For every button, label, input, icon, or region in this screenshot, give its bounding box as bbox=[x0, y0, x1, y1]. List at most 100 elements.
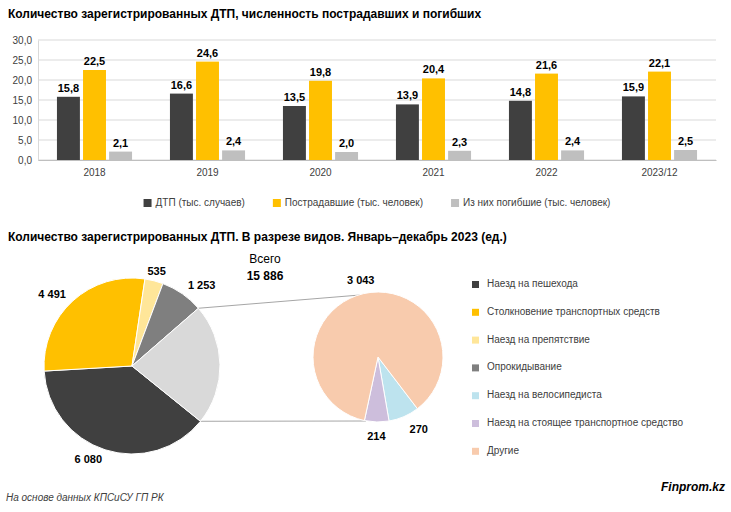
secondary-pie bbox=[313, 292, 443, 422]
data-label: 214 bbox=[367, 430, 386, 442]
legend-label: Столкновение транспортных средств bbox=[487, 306, 660, 317]
chart-title: Количество зарегистрированных ДТП. В раз… bbox=[8, 230, 507, 244]
grid-line bbox=[38, 160, 716, 161]
y-tick-label: 0,0 bbox=[18, 155, 32, 166]
legend: ДТП (тыс. случаев) Пострадавшие (тыс. чел… bbox=[144, 197, 611, 208]
y-tick: 5,0 bbox=[18, 135, 38, 146]
data-label: 535 bbox=[147, 265, 165, 277]
x-tick-label: 2021 bbox=[422, 167, 445, 178]
legend-item: Пострадавшие (тыс. человек) bbox=[273, 197, 423, 208]
main-pie bbox=[44, 278, 220, 454]
y-tick: 10,0 bbox=[13, 115, 38, 126]
bar bbox=[561, 150, 584, 160]
y-tick-label: 10,0 bbox=[13, 115, 33, 126]
legend-item: Наезд на пешехода bbox=[472, 278, 578, 289]
data-label: 16,6 bbox=[171, 79, 192, 91]
bar bbox=[509, 101, 532, 160]
connector-line bbox=[198, 295, 360, 308]
grid-line bbox=[38, 140, 716, 141]
legend-item: Из них погибшие (тыс. человек) bbox=[451, 197, 610, 208]
data-label: 22,5 bbox=[84, 55, 105, 67]
chart-root: Количество зарегистрированных ДТП, числе… bbox=[0, 0, 731, 512]
legend-item: Наезд на велосипедиста bbox=[472, 389, 602, 400]
y-tick-label: 5,0 bbox=[18, 135, 32, 146]
connector-line bbox=[200, 421, 366, 422]
data-label: 21,6 bbox=[536, 59, 557, 71]
grid-line bbox=[38, 80, 716, 81]
y-axis-line bbox=[38, 41, 39, 161]
x-tick: 2018 bbox=[83, 160, 106, 178]
legend-label: Наезд на пешехода bbox=[487, 278, 578, 289]
legend-swatch bbox=[144, 199, 152, 207]
chart-title: Количество зарегистрированных ДТП, числе… bbox=[8, 7, 481, 21]
legend-item: ДТП (тыс. случаев) bbox=[144, 197, 245, 208]
legend-label: Другие bbox=[487, 445, 519, 456]
x-tick-label: 2023/12 bbox=[641, 167, 678, 178]
legend-swatch bbox=[451, 199, 459, 207]
legend-label: Наезд на велосипедиста bbox=[487, 389, 602, 400]
data-label: 2,4 bbox=[226, 135, 242, 147]
legend-label: Из них погибшие (тыс. человек) bbox=[463, 197, 610, 208]
data-label: 6 080 bbox=[75, 453, 103, 465]
legend-swatch bbox=[472, 309, 479, 316]
legend-item: Наезд на препятствие bbox=[472, 334, 590, 345]
legend-label: ДТП (тыс. случаев) bbox=[156, 197, 245, 208]
grid-line bbox=[38, 40, 716, 41]
y-axis: 0,0 5,0 10,0 15,0 20,0 25,0 30,0 bbox=[13, 35, 39, 166]
legend-swatch bbox=[472, 337, 479, 344]
data-labels: 15,816,613,513,914,815,922,524,619,820,4… bbox=[58, 47, 694, 149]
legend-label: Опрокидывание bbox=[487, 361, 562, 372]
bar bbox=[674, 150, 697, 160]
source-note: На основе данных КПСиСУ ГП РК bbox=[6, 492, 165, 503]
total-value: 15 886 bbox=[247, 269, 284, 283]
bar bbox=[196, 62, 219, 160]
legend-label: Наезд на стоящее транспортное средство bbox=[487, 417, 683, 428]
grid-line bbox=[38, 120, 716, 121]
x-axis-line bbox=[39, 160, 717, 161]
legend-swatch bbox=[472, 420, 479, 427]
pie-labels: 6 0804 4915351 2532702143 043 bbox=[38, 265, 428, 465]
legend-swatch bbox=[472, 364, 479, 371]
bar bbox=[648, 72, 671, 160]
legend-swatch bbox=[472, 448, 479, 455]
bar bbox=[622, 96, 645, 160]
legend-item: Столкновение транспортных средств bbox=[472, 306, 660, 317]
x-tick: 2022 bbox=[535, 160, 558, 178]
bar bbox=[57, 97, 80, 160]
x-tick: 2020 bbox=[309, 160, 332, 178]
data-label: 15,8 bbox=[58, 82, 79, 94]
data-label: 13,9 bbox=[397, 89, 418, 101]
legend-item: Опрокидывание bbox=[472, 361, 562, 372]
x-tick-label: 2019 bbox=[196, 167, 219, 178]
y-tick-label: 15,0 bbox=[13, 95, 33, 106]
total-label: Всего bbox=[249, 252, 281, 266]
legend-swatch bbox=[472, 281, 479, 288]
x-axis: 2018 2019 2020 2021 2022 2023/12 bbox=[39, 160, 717, 178]
bar bbox=[309, 81, 332, 160]
y-tick-label: 30,0 bbox=[13, 35, 33, 46]
data-label: 22,1 bbox=[649, 57, 670, 69]
legend-item: Другие bbox=[472, 445, 519, 456]
y-tick: 15,0 bbox=[13, 95, 38, 106]
bar bbox=[448, 151, 471, 160]
data-label: 13,5 bbox=[284, 91, 305, 103]
data-label: 2,4 bbox=[565, 135, 581, 147]
data-label: 2,5 bbox=[678, 135, 693, 147]
y-tick: 25,0 bbox=[13, 55, 38, 66]
x-tick-label: 2020 bbox=[309, 167, 332, 178]
data-label: 20,4 bbox=[423, 63, 445, 75]
x-tick: 2019 bbox=[196, 160, 219, 178]
data-label: 14,8 bbox=[510, 86, 531, 98]
brand: Finprom.kz bbox=[661, 480, 725, 494]
legend: Наезд на пешехода Столкновение транспортн… bbox=[472, 278, 683, 456]
bar bbox=[422, 78, 445, 160]
data-label: 4 491 bbox=[38, 288, 66, 300]
pie-slice bbox=[313, 292, 443, 421]
bar bbox=[109, 152, 132, 160]
x-tick: 2021 bbox=[422, 160, 445, 178]
bars bbox=[57, 62, 697, 160]
legend-swatch bbox=[273, 199, 281, 207]
legend-item: Наезд на стоящее транспортное средство bbox=[472, 417, 683, 428]
y-tick-label: 20,0 bbox=[13, 75, 33, 86]
data-label: 24,6 bbox=[197, 47, 218, 59]
